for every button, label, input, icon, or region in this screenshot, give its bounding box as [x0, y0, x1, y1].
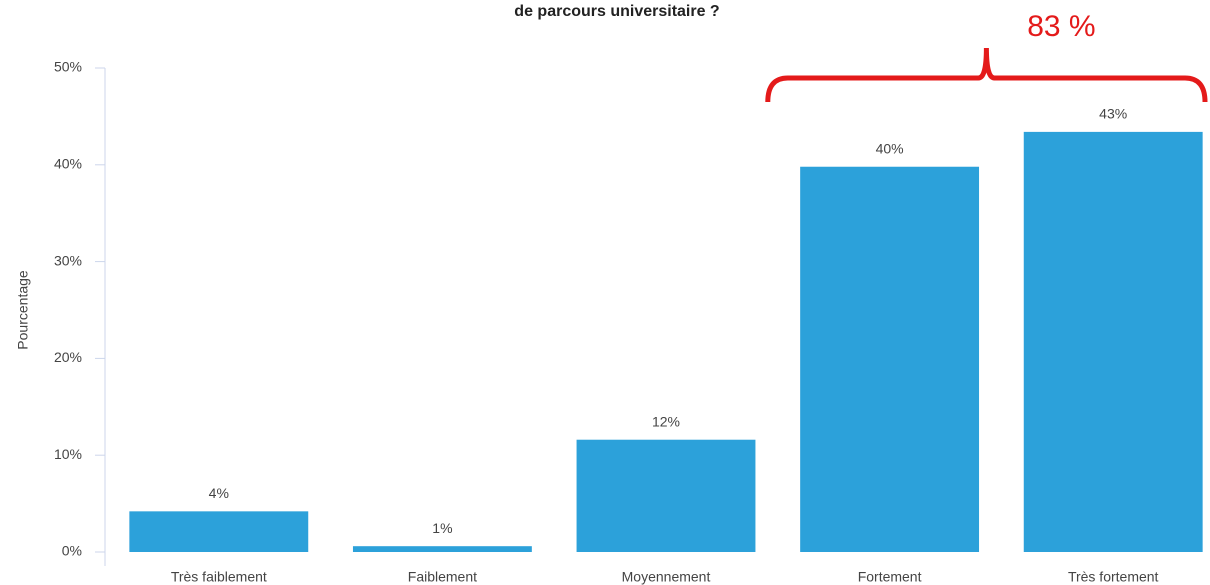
- bar: [800, 166, 980, 552]
- value-label: 1%: [432, 520, 452, 536]
- value-label: 40%: [876, 140, 904, 156]
- bar: [352, 546, 532, 552]
- x-tick-label: Très faiblement: [171, 569, 267, 585]
- x-tick-label: Faiblement: [408, 569, 477, 585]
- y-tick-label: 40%: [54, 156, 82, 172]
- brace: [765, 47, 1208, 103]
- value-label: 12%: [652, 413, 680, 429]
- bar: [1023, 131, 1203, 552]
- x-tick-label: Moyennement: [622, 569, 711, 585]
- chart-title: de parcours universitaire ?: [514, 3, 719, 20]
- x-tick-label: Très fortement: [1068, 569, 1159, 585]
- x-tick-label: Fortement: [858, 569, 922, 585]
- y-tick-label: 20%: [54, 349, 82, 365]
- bar: [129, 511, 309, 552]
- value-label: 43%: [1099, 106, 1127, 122]
- y-tick-label: 30%: [54, 252, 82, 268]
- annotation: 83 %: [1027, 10, 1095, 43]
- y-tick-label: 50%: [54, 59, 82, 75]
- y-tick-label: 10%: [54, 446, 82, 462]
- bar: [576, 439, 756, 552]
- value-label: 4%: [209, 485, 229, 501]
- y-axis-label: Pourcentage: [15, 270, 31, 350]
- y-tick-label: 0%: [62, 543, 82, 559]
